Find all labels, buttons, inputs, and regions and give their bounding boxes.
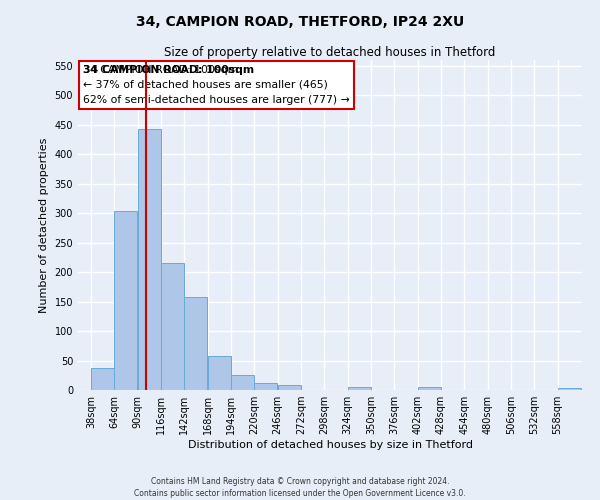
Title: Size of property relative to detached houses in Thetford: Size of property relative to detached ho… <box>164 46 496 59</box>
Bar <box>418 387 441 390</box>
Bar <box>91 368 114 390</box>
Text: Contains HM Land Registry data © Crown copyright and database right 2024.
Contai: Contains HM Land Registry data © Crown c… <box>134 476 466 498</box>
Text: 34, CAMPION ROAD, THETFORD, IP24 2XU: 34, CAMPION ROAD, THETFORD, IP24 2XU <box>136 15 464 29</box>
X-axis label: Distribution of detached houses by size in Thetford: Distribution of detached houses by size … <box>187 440 473 450</box>
Y-axis label: Number of detached properties: Number of detached properties <box>39 138 49 312</box>
Bar <box>137 129 161 390</box>
Text: 34 CAMPION ROAD: 100sqm
← 37% of detached houses are smaller (465)
62% of semi-d: 34 CAMPION ROAD: 100sqm ← 37% of detache… <box>83 65 350 104</box>
Bar <box>208 356 231 390</box>
Text: 34 CAMPION ROAD: 100sqm: 34 CAMPION ROAD: 100sqm <box>83 65 254 75</box>
Bar <box>184 297 208 390</box>
Bar <box>557 388 581 390</box>
Bar <box>114 212 137 390</box>
Bar <box>278 384 301 390</box>
Bar <box>254 383 277 390</box>
Bar <box>231 376 254 390</box>
Bar <box>347 387 371 390</box>
Bar <box>161 262 184 390</box>
